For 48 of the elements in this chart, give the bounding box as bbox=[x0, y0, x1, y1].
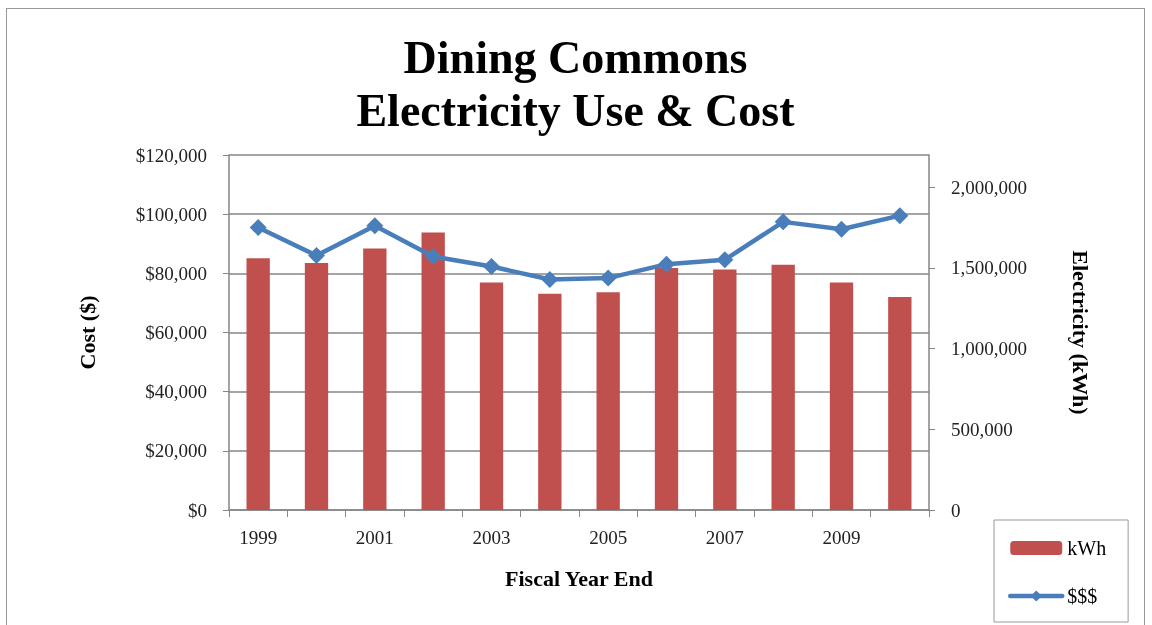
point bbox=[249, 218, 267, 236]
point bbox=[774, 213, 792, 231]
point bbox=[308, 247, 325, 265]
bar bbox=[421, 232, 445, 510]
point bbox=[833, 220, 850, 238]
y-tick-label: $100,000 bbox=[135, 203, 207, 225]
y-tick-label: $80,000 bbox=[145, 262, 207, 284]
y-tick-label: $120,000 bbox=[135, 144, 207, 166]
bar bbox=[363, 248, 387, 510]
point bbox=[366, 217, 384, 235]
point bbox=[891, 207, 909, 225]
point bbox=[599, 269, 617, 287]
y-tick-label: $40,000 bbox=[145, 381, 207, 403]
bar bbox=[246, 258, 270, 510]
bar bbox=[829, 282, 854, 510]
y2-tick-label: 1,500,000 bbox=[951, 257, 1027, 279]
x-axis-title: Fiscal Year End bbox=[505, 565, 653, 591]
x-tick-label: 2003 bbox=[472, 527, 511, 548]
y-tick-label: $0 bbox=[188, 499, 207, 521]
y2-tick-label: 500,000 bbox=[951, 418, 1013, 440]
bar bbox=[888, 297, 912, 510]
bar bbox=[596, 292, 620, 510]
legend-label: kWh bbox=[1067, 537, 1107, 559]
y-tick-label: $20,000 bbox=[145, 440, 207, 462]
bar bbox=[771, 264, 795, 510]
point bbox=[658, 255, 675, 273]
point bbox=[424, 247, 442, 265]
x-tick-label: 2001 bbox=[355, 527, 394, 548]
y2-axis-title: Electricity (kWh) bbox=[1067, 250, 1093, 415]
y-axis-title: Cost ($) bbox=[74, 295, 100, 370]
bar bbox=[479, 282, 504, 510]
x-tick-label: 2005 bbox=[589, 527, 628, 548]
y2-tick-label: 2,000,000 bbox=[951, 176, 1027, 198]
bar bbox=[538, 293, 562, 510]
bar bbox=[713, 269, 737, 510]
legend-label: $$$ bbox=[1067, 585, 1098, 607]
bar bbox=[304, 263, 329, 510]
point bbox=[541, 271, 559, 289]
y2-tick-label: 1,000,000 bbox=[951, 338, 1027, 360]
point bbox=[483, 258, 500, 276]
x-tick-label: 1999 bbox=[239, 527, 278, 548]
bar bbox=[654, 267, 679, 510]
chart-title: Dining Commons Electricity Use & Cost bbox=[356, 32, 796, 136]
y-tick-label: $60,000 bbox=[145, 322, 207, 343]
x-tick-label: 2009 bbox=[822, 527, 861, 548]
x-tick-label: 2007 bbox=[705, 527, 744, 548]
point bbox=[716, 251, 734, 269]
y2-tick-label: 0 bbox=[951, 499, 961, 521]
